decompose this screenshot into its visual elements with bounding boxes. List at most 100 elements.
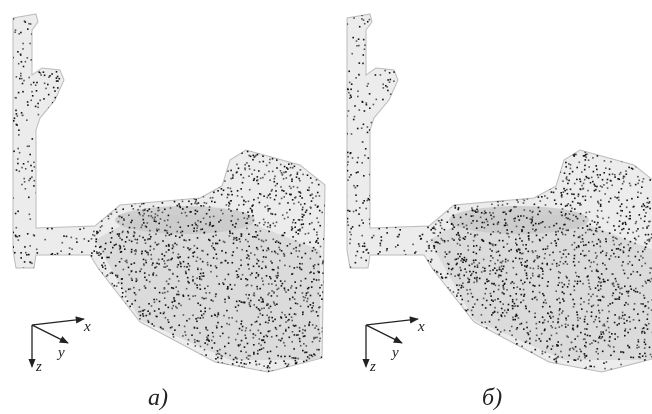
speckle: [379, 119, 381, 121]
speckle: [59, 25, 61, 27]
speckle: [283, 172, 285, 174]
speckle: [584, 334, 586, 336]
speckle: [197, 287, 199, 289]
speckle: [178, 165, 180, 167]
speckle: [250, 274, 252, 276]
speckle: [441, 156, 443, 158]
speckle: [566, 230, 568, 232]
speckle: [281, 190, 283, 192]
speckle: [126, 162, 128, 164]
speckle: [529, 338, 531, 340]
speckle: [599, 373, 601, 375]
speckle: [95, 241, 97, 243]
speckle: [442, 317, 444, 319]
speckle: [199, 278, 201, 280]
speckle: [266, 315, 268, 317]
speckle: [79, 76, 81, 78]
speckle: [635, 256, 637, 258]
speckle: [384, 70, 386, 72]
speckle: [184, 326, 186, 328]
speckle: [604, 340, 606, 342]
speckle: [180, 266, 182, 268]
speckle: [504, 225, 506, 227]
speckle: [192, 159, 194, 161]
speckle: [630, 241, 632, 243]
speckle: [495, 244, 497, 246]
speckle: [559, 272, 561, 274]
speckle: [147, 320, 149, 322]
speckle: [312, 197, 314, 199]
speckle: [468, 281, 470, 283]
speckle: [359, 26, 361, 28]
speckle: [128, 345, 130, 347]
speckle: [117, 307, 119, 309]
speckle: [97, 215, 99, 217]
speckle: [447, 211, 449, 213]
speckle: [262, 340, 264, 342]
speckle: [73, 23, 75, 25]
speckle: [175, 235, 177, 237]
speckle: [295, 360, 297, 362]
speckle: [188, 295, 190, 297]
speckle: [313, 154, 315, 156]
speckle: [223, 173, 225, 175]
speckle: [415, 186, 417, 188]
speckle: [167, 181, 169, 183]
speckle: [312, 250, 314, 252]
speckle: [299, 327, 301, 329]
speckle: [91, 176, 93, 178]
speckle: [526, 341, 528, 343]
speckle: [593, 261, 595, 263]
speckle: [378, 228, 380, 230]
speckle: [152, 184, 154, 186]
speckle: [178, 303, 180, 305]
speckle: [492, 300, 494, 302]
speckle: [427, 33, 429, 35]
speckle: [288, 363, 290, 365]
speckle: [191, 367, 193, 369]
speckle: [276, 335, 278, 337]
speckle: [567, 193, 569, 195]
speckle: [183, 151, 185, 153]
speckle: [591, 342, 593, 344]
speckle: [361, 18, 363, 20]
speckle: [618, 374, 620, 376]
speckle: [321, 212, 323, 214]
speckle: [257, 249, 259, 251]
speckle: [535, 184, 537, 186]
speckle: [549, 211, 551, 213]
speckle: [593, 234, 595, 236]
speckle: [514, 206, 516, 208]
speckle: [356, 45, 358, 47]
speckle: [650, 155, 652, 157]
speckle: [264, 222, 266, 224]
speckle: [408, 207, 410, 209]
speckle: [258, 373, 260, 375]
speckle: [565, 256, 567, 258]
speckle: [399, 63, 401, 65]
speckle: [156, 316, 158, 318]
speckle: [558, 239, 560, 241]
speckle: [28, 254, 30, 256]
speckle: [164, 297, 166, 299]
speckle: [574, 303, 576, 305]
speckle: [139, 306, 141, 308]
speckle: [524, 282, 526, 284]
speckle: [636, 370, 638, 372]
speckle: [94, 325, 96, 327]
speckle: [82, 144, 84, 146]
speckle: [588, 283, 590, 285]
speckle: [363, 39, 365, 41]
speckle: [447, 367, 449, 369]
speckle: [512, 305, 514, 307]
speckle: [410, 264, 412, 266]
speckle: [39, 132, 41, 134]
speckle: [579, 349, 581, 351]
speckle: [206, 184, 208, 186]
speckle: [244, 164, 246, 166]
speckle: [135, 181, 137, 183]
speckle: [245, 201, 247, 203]
speckle: [622, 222, 624, 224]
speckle: [579, 162, 581, 164]
speckle: [473, 240, 475, 242]
